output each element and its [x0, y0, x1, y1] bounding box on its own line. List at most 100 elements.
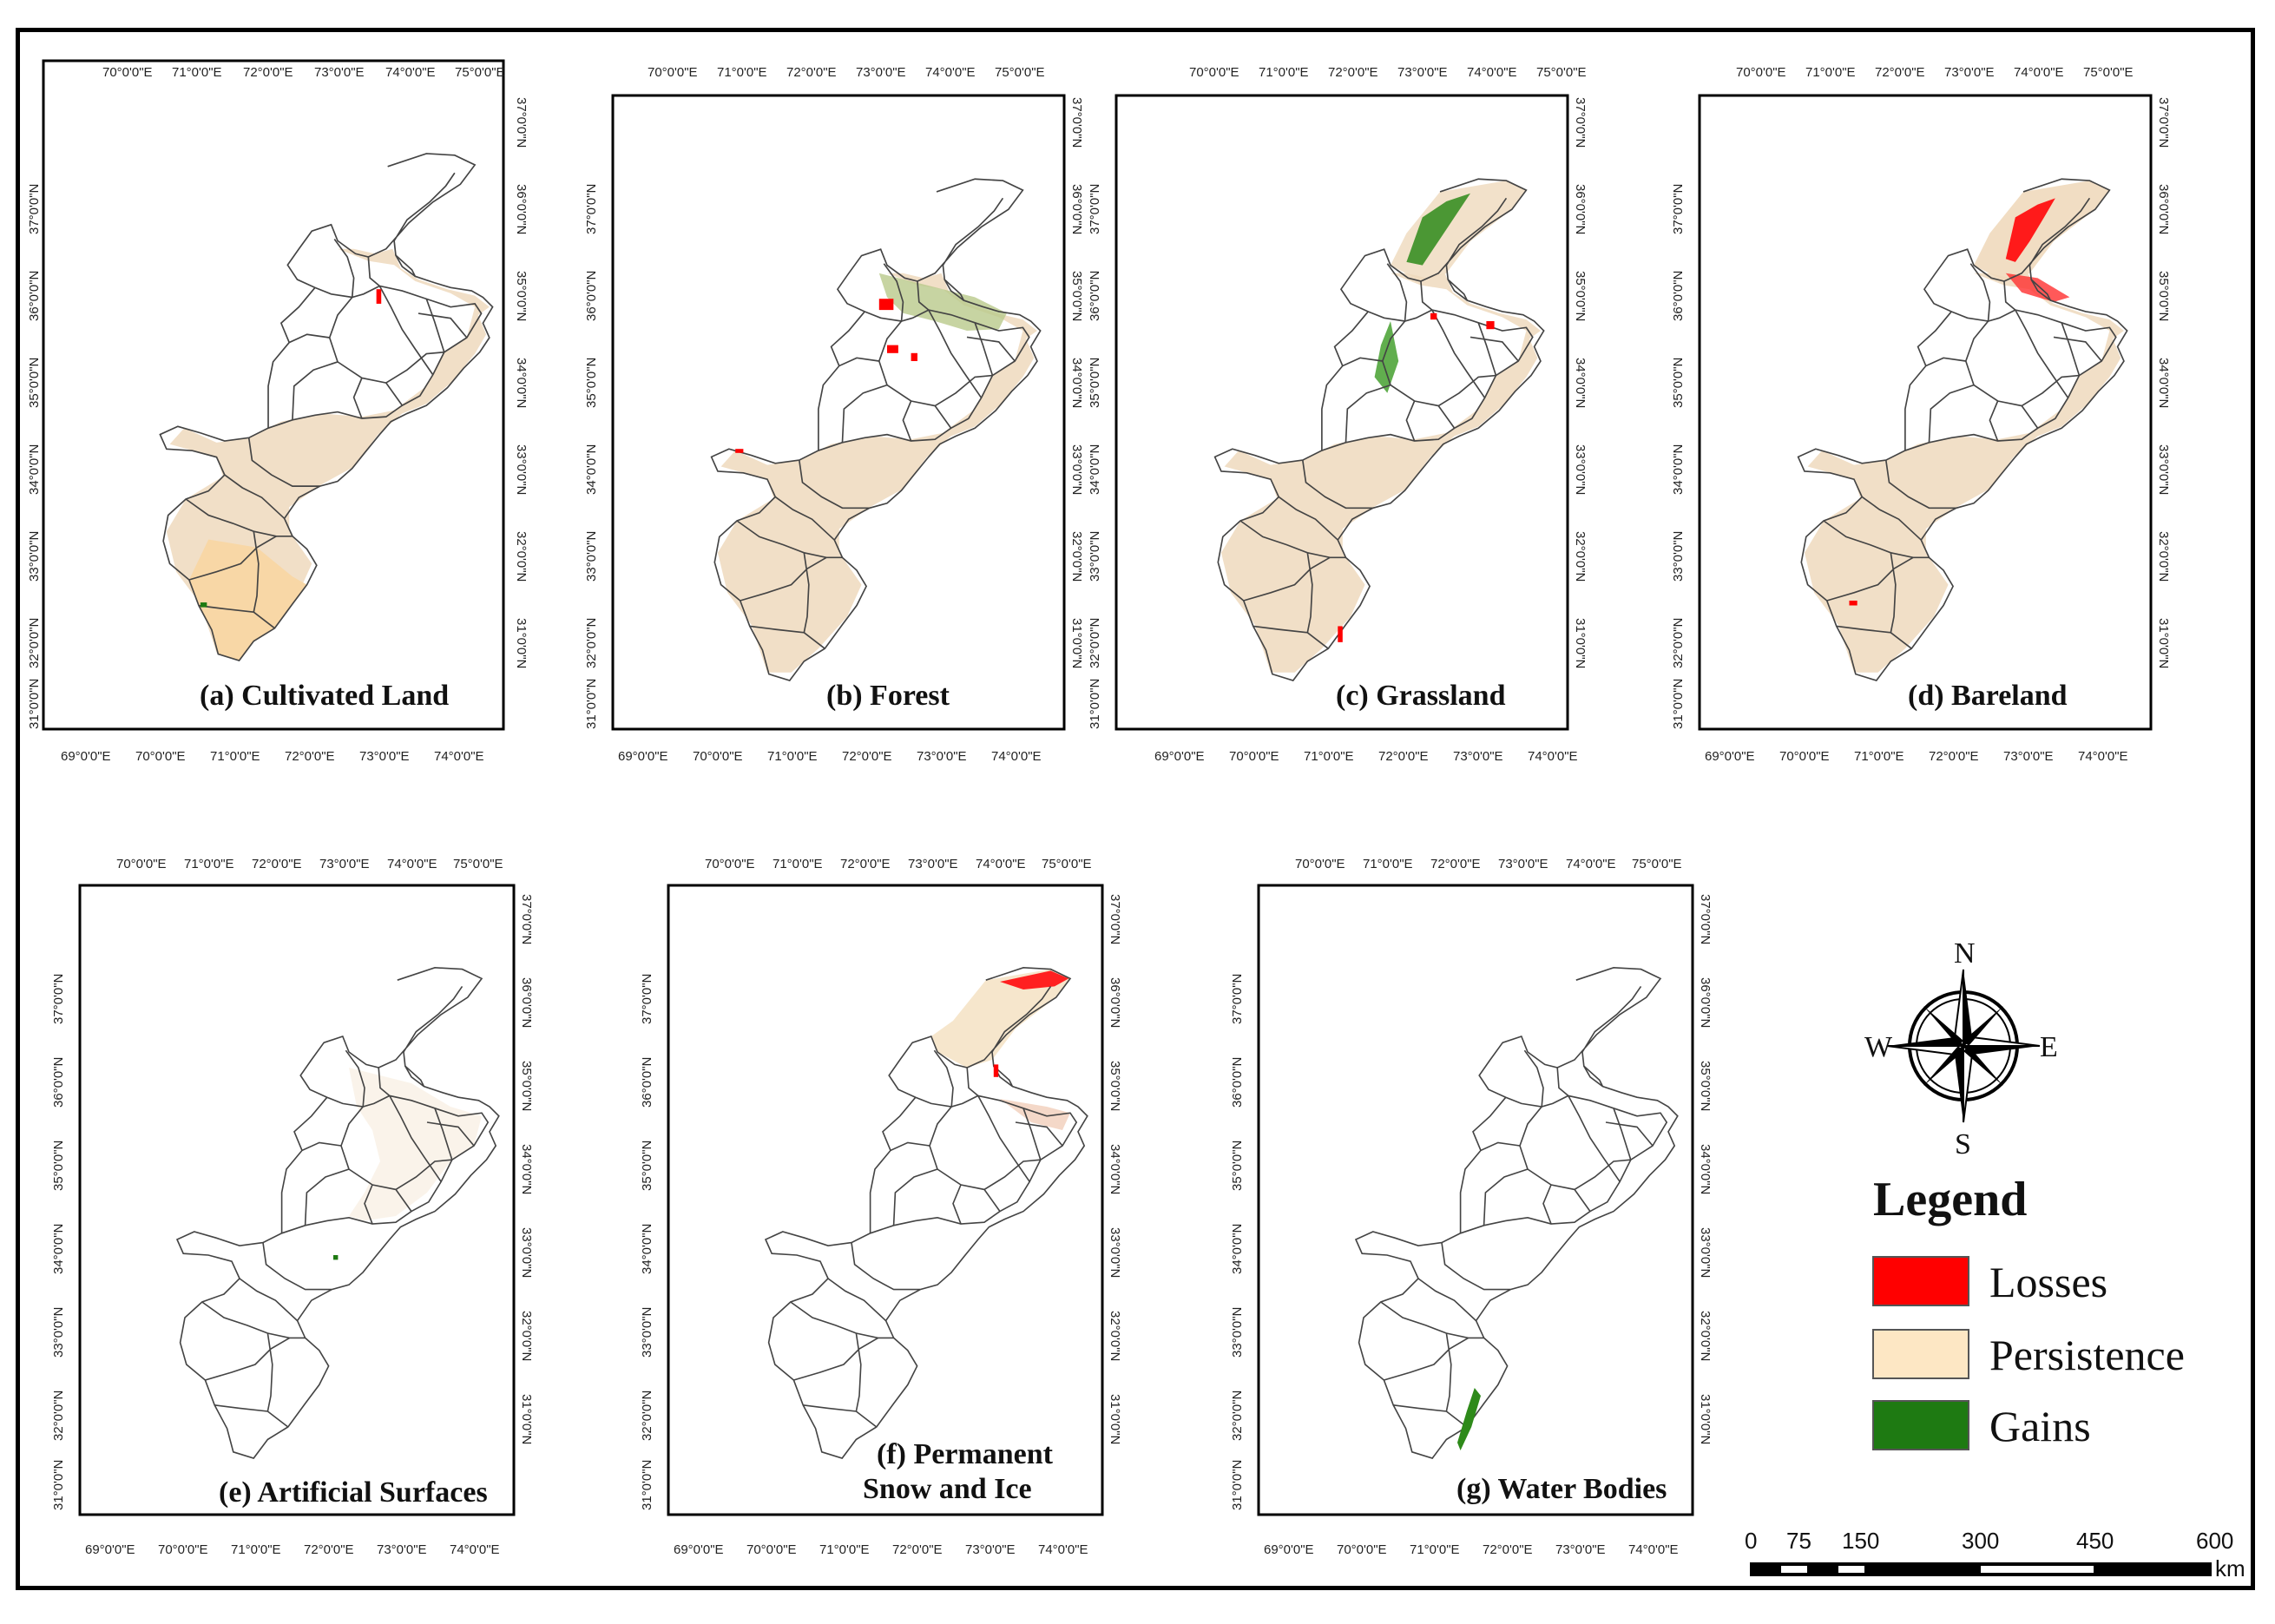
left-lat-label: 36°0'0"N: [640, 1057, 654, 1108]
left-lat-label: 34°0'0"N: [1230, 1224, 1245, 1274]
bottom-lon-label: 73°0'0"E: [1453, 749, 1503, 764]
legend-item-persistence: Persistence: [1872, 1329, 2185, 1379]
legend-title: Legend: [1873, 1173, 2027, 1226]
loss-patch: [1338, 626, 1343, 642]
loss-patch: [376, 289, 382, 304]
right-lat-label: 32°0'0"N: [514, 531, 529, 582]
bottom-lon-label: 73°0'0"E: [2003, 749, 2054, 764]
top-lon-label: 72°0'0"E: [243, 65, 293, 80]
bottom-lon-label: 70°0'0"E: [1779, 749, 1830, 764]
left-lat-label: 35°0'0"N: [1088, 358, 1102, 408]
legend-label: Losses: [1989, 1258, 2107, 1306]
right-lat-label: 32°0'0"N: [1573, 531, 1588, 582]
right-lat-label: 36°0'0"N: [514, 184, 529, 234]
top-lon-label: 74°0'0"E: [385, 65, 436, 80]
top-lon-label: 71°0'0"E: [1259, 65, 1309, 80]
axis-labels-d: 70°0'0"E 71°0'0"E 72°0'0"E 73°0'0"E 74°0…: [1671, 65, 2171, 764]
panel-title-line2: Snow and Ice: [863, 1473, 1032, 1505]
bottom-lon-label: 72°0'0"E: [892, 1542, 943, 1557]
left-lat-label: 35°0'0"N: [27, 358, 42, 408]
bottom-lon-label: 71°0'0"E: [1410, 1542, 1460, 1557]
top-lon-label: 75°0'0"E: [1632, 857, 1682, 871]
right-lat-label: 34°0'0"N: [1698, 1144, 1713, 1194]
left-lat-label: 37°0'0"N: [640, 974, 654, 1024]
left-lat-label: 33°0'0"N: [51, 1307, 66, 1358]
top-lon-label: 70°0'0"E: [116, 857, 167, 871]
right-lat-label: 31°0'0"N: [1069, 618, 1084, 668]
bottom-lon-label: 70°0'0"E: [1229, 749, 1279, 764]
right-lat-label: 35°0'0"N: [1698, 1061, 1713, 1111]
top-lon-label: 73°0'0"E: [319, 857, 370, 871]
right-lat-label: 37°0'0"N: [519, 894, 534, 944]
right-lat-label: 34°0'0"N: [1573, 358, 1588, 408]
bottom-lon-label: 70°0'0"E: [158, 1542, 208, 1557]
compass-north: N: [1954, 937, 1976, 970]
right-lat-label: 31°0'0"N: [1698, 1394, 1713, 1444]
bottom-lon-label: 74°0'0"E: [434, 749, 484, 764]
legend-label: Gains: [1989, 1402, 2091, 1450]
top-lon-label: 75°0'0"E: [2083, 65, 2134, 80]
bottom-lon-label: 73°0'0"E: [917, 749, 967, 764]
panel-title: (c) Grassland: [1336, 680, 1506, 712]
top-lon-label: 72°0'0"E: [1328, 65, 1378, 80]
left-lat-label: 31°0'0"N: [1671, 679, 1686, 729]
right-lat-label: 34°0'0"N: [1108, 1144, 1122, 1194]
map-frame: [78, 884, 516, 1516]
compass-east: E: [2040, 1031, 2058, 1063]
bottom-lon-label: 69°0'0"E: [85, 1542, 135, 1557]
bottom-lon-label: 71°0'0"E: [767, 749, 818, 764]
scale-label: 450: [2076, 1528, 2114, 1554]
top-lon-label: 74°0'0"E: [925, 65, 976, 80]
left-lat-label: 31°0'0"N: [1088, 679, 1102, 729]
bottom-lon-label: 69°0'0"E: [1264, 1542, 1314, 1557]
bottom-lon-label: 71°0'0"E: [210, 749, 260, 764]
bottom-lon-label: 74°0'0"E: [1528, 749, 1578, 764]
left-lat-label: 36°0'0"N: [584, 271, 599, 321]
right-lat-label: 33°0'0"N: [1698, 1227, 1713, 1278]
top-lon-label: 75°0'0"E: [455, 65, 505, 80]
panel-title-line1: (f) Permanent: [877, 1438, 1054, 1470]
panel-f: (f) Permanent Snow and Ice: [667, 884, 1104, 1516]
left-lat-label: 37°0'0"N: [1671, 184, 1686, 234]
right-lat-label: 31°0'0"N: [1573, 618, 1588, 668]
left-lat-label: 33°0'0"N: [27, 531, 42, 582]
top-lon-label: 70°0'0"E: [1295, 857, 1345, 871]
left-lat-label: 33°0'0"N: [1230, 1307, 1245, 1358]
right-lat-label: 36°0'0"N: [1108, 977, 1122, 1028]
top-lon-label: 74°0'0"E: [1566, 857, 1616, 871]
map-frame: [611, 94, 1066, 731]
left-lat-label: 36°0'0"N: [51, 1057, 66, 1108]
compass-south: S: [1955, 1128, 1971, 1160]
panel-g: (g) Water Bodies: [1257, 884, 1694, 1516]
left-lat-label: 36°0'0"N: [27, 271, 42, 321]
right-lat-label: 35°0'0"N: [1069, 271, 1084, 321]
bottom-lon-label: 72°0'0"E: [1483, 1542, 1533, 1557]
axis-labels-g: 70°0'0"E 71°0'0"E 72°0'0"E 73°0'0"E 74°0…: [1230, 857, 1713, 1557]
top-lon-label: 70°0'0"E: [705, 857, 755, 871]
left-lat-label: 37°0'0"N: [1230, 974, 1245, 1024]
left-lat-label: 34°0'0"N: [1671, 444, 1686, 495]
bottom-lon-label: 69°0'0"E: [1154, 749, 1205, 764]
left-lat-label: 35°0'0"N: [584, 358, 599, 408]
bottom-lon-label: 72°0'0"E: [285, 749, 335, 764]
scale-unit: km: [2215, 1555, 2245, 1581]
right-lat-label: 37°0'0"N: [514, 97, 529, 148]
left-lat-label: 33°0'0"N: [640, 1307, 654, 1358]
top-lon-label: 73°0'0"E: [856, 65, 906, 80]
bottom-lon-label: 72°0'0"E: [1378, 749, 1429, 764]
top-lon-label: 74°0'0"E: [387, 857, 437, 871]
top-lon-label: 71°0'0"E: [1363, 857, 1413, 871]
top-lon-label: 70°0'0"E: [1189, 65, 1239, 80]
left-lat-label: 35°0'0"N: [1230, 1141, 1245, 1191]
bottom-lon-label: 74°0'0"E: [2078, 749, 2128, 764]
right-lat-label: 35°0'0"N: [514, 271, 529, 321]
north-arrow: N S E W: [1864, 937, 2058, 1160]
panel-a: (a) Cultivated Land: [42, 59, 505, 731]
loss-patch: [993, 1064, 999, 1077]
panel-title: (e) Artificial Surfaces: [219, 1476, 488, 1509]
right-lat-label: 32°0'0"N: [1069, 531, 1084, 582]
panel-c: (c) Grassland: [1114, 94, 1569, 731]
left-lat-label: 37°0'0"N: [1088, 184, 1102, 234]
loss-patch: [1486, 321, 1495, 330]
bottom-lon-label: 69°0'0"E: [61, 749, 111, 764]
